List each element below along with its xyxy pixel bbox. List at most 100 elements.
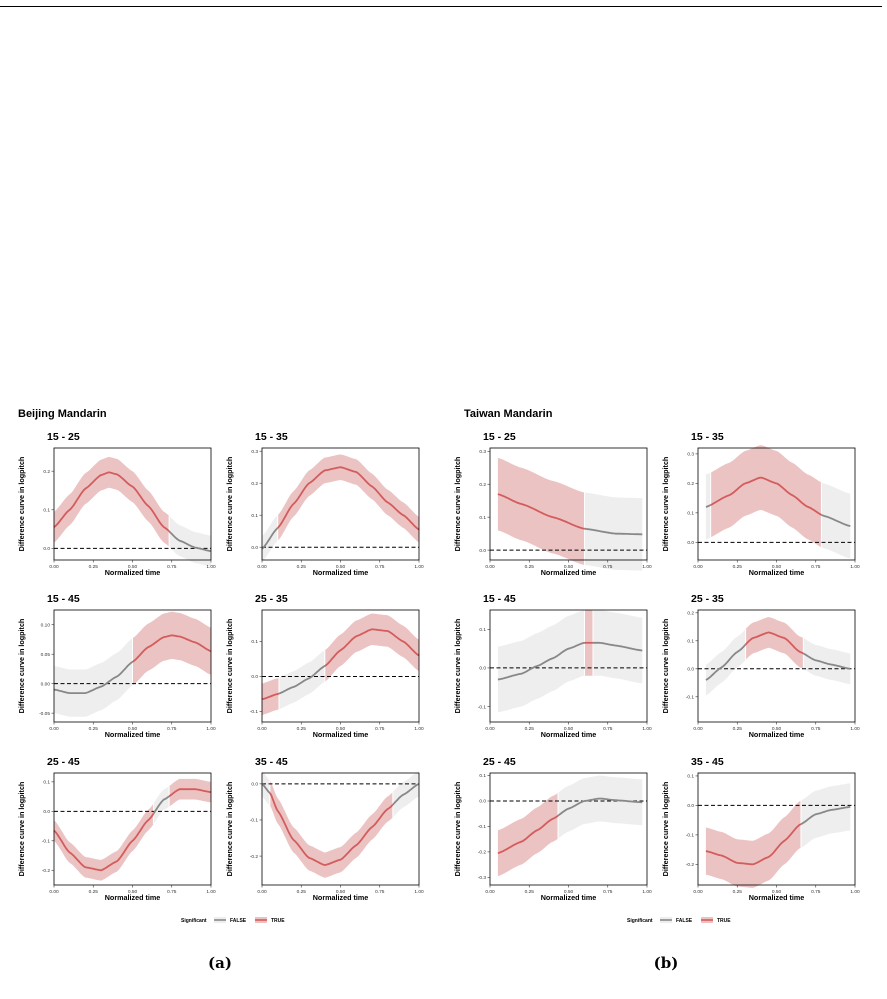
y-tick-label: 0.2 [43,469,50,475]
panel-title: 15 - 35 [691,431,724,443]
significant-curve [744,631,804,655]
y-tick-label: 0.0 [251,782,258,788]
x-tick-label: 0.25 [297,889,307,895]
y-tick-label: 0.1 [687,774,694,780]
legend-true-label: TRUE [717,918,731,924]
panel: 25 - 35 0.00 0.25 0.50 0.75 1.00 -0.1 0.0 0.1 0.2… [661,593,860,739]
y-axis-label: Difference curve in logpitch [225,457,234,552]
nonsignificant-band [54,638,133,717]
legend-false-label: FALSE [230,918,247,924]
panel-title: 25 - 45 [47,756,80,768]
x-tick-label: 1.00 [642,889,652,895]
x-tick-label: 0.00 [257,726,267,732]
x-tick-label: 0.25 [297,564,307,570]
x-tick-label: 0.00 [49,889,59,895]
panel: 25 - 45 0.00 0.25 0.50 0.75 1.00 -0.2 -0.1 0.0 0.… [17,756,216,902]
y-tick-label: 0.0 [43,546,50,552]
x-tick-label: 0.50 [128,564,138,570]
x-tick-label: 0.50 [336,726,346,732]
x-axis-label: Normalized time [105,730,161,739]
significant-curve [168,788,212,798]
y-tick-label: -0.1 [250,818,259,824]
y-tick-label: 0.3 [687,452,694,458]
y-tick-label: 0.10 [41,622,51,628]
x-tick-label: 0.00 [485,564,495,570]
x-tick-label: 0.75 [811,889,821,895]
nonsignificant-curve [261,527,279,550]
x-tick-label: 1.00 [414,726,424,732]
nonsignificant-curve [557,797,643,817]
panel-title: 25 - 45 [483,756,516,768]
x-tick-label: 0.50 [772,889,782,895]
panel: 15 - 35 0.00 0.25 0.50 0.75 1.00 0.0 0.1 0.2 0.3 N… [661,431,860,577]
top-rule [0,6,882,7]
significant-curve [261,692,280,701]
y-tick-label: 0.1 [687,639,694,645]
legend-title: Significant [181,918,207,924]
x-tick-label: 0.25 [297,726,307,732]
x-tick-label: 0.25 [525,726,535,732]
x-tick-label: 1.00 [642,564,652,570]
x-tick-label: 0.75 [167,726,177,732]
y-tick-label: 0.0 [251,545,258,551]
nonsignificant-band [584,492,643,571]
nonsignificant-band [803,638,851,685]
x-axis-label: Normalized time [749,730,805,739]
y-tick-label: 0.1 [251,513,258,519]
y-tick-label: 0.1 [479,773,486,779]
y-tick-label: 0.05 [41,652,51,658]
y-tick-label: 0.1 [251,639,258,645]
x-tick-label: 0.75 [375,564,385,570]
panel: 15 - 45 0.00 0.25 0.50 0.75 1.00 -0.1 0.0 0.1 Nor… [453,593,652,739]
nonsignificant-curve [53,661,133,694]
nonsignificant-curve [802,652,851,670]
panel-title: 15 - 25 [483,431,516,443]
x-tick-label: 0.75 [167,889,177,895]
legend-title: Significant [627,918,653,924]
y-tick-label: -0.05 [39,711,50,717]
x-tick-label: 0.75 [811,726,821,732]
x-tick-label: 1.00 [206,889,216,895]
nonsignificant-curve [278,665,326,695]
nonsignificant-band [279,650,325,710]
y-tick-label: 0.0 [479,799,486,805]
y-tick-label: 0.0 [251,674,258,680]
nonsignificant-band [705,629,746,696]
x-axis-label: Normalized time [749,893,805,902]
y-axis-label: Difference curve in logpitch [661,782,670,877]
significant-curve [497,814,559,855]
y-tick-label: 0.0 [479,666,486,672]
y-tick-label: 0.0 [687,667,694,673]
nonsignificant-curve [168,530,212,552]
panel-title: 15 - 45 [483,593,516,605]
x-tick-label: 0.00 [485,889,495,895]
nonsignificant-curve [821,514,851,527]
nonsignificant-curve [152,795,170,815]
y-tick-label: 0.2 [251,481,258,487]
x-tick-label: 0.25 [733,889,743,895]
y-tick-label: 0.2 [479,482,486,488]
x-tick-label: 0.00 [257,564,267,570]
y-axis-label: Difference curve in logpitch [453,457,462,552]
nonsignificant-curve [800,806,851,826]
y-tick-label: 0.1 [687,511,694,517]
legend: Significant FALSE TRUE [181,917,285,924]
x-tick-label: 0.75 [167,564,177,570]
group-title: Beijing Mandarin [18,408,107,420]
significant-curve [131,634,212,663]
x-axis-label: Normalized time [541,730,597,739]
y-tick-label: -0.1 [686,833,695,839]
x-tick-label: 0.25 [733,726,743,732]
x-tick-label: 0.75 [375,726,385,732]
significant-band [269,780,393,878]
significant-curve [269,792,394,867]
legend: Significant FALSE TRUE [627,917,731,924]
significant-curve [53,471,170,532]
x-axis-label: Normalized time [541,568,597,577]
y-tick-label: 0.3 [251,449,258,455]
y-tick-label: 0.2 [687,611,694,617]
nonsignificant-curve [392,783,420,806]
nonsignificant-curve [705,643,747,681]
y-axis-label: Difference curve in logpitch [17,782,26,877]
x-tick-label: 0.50 [128,726,138,732]
